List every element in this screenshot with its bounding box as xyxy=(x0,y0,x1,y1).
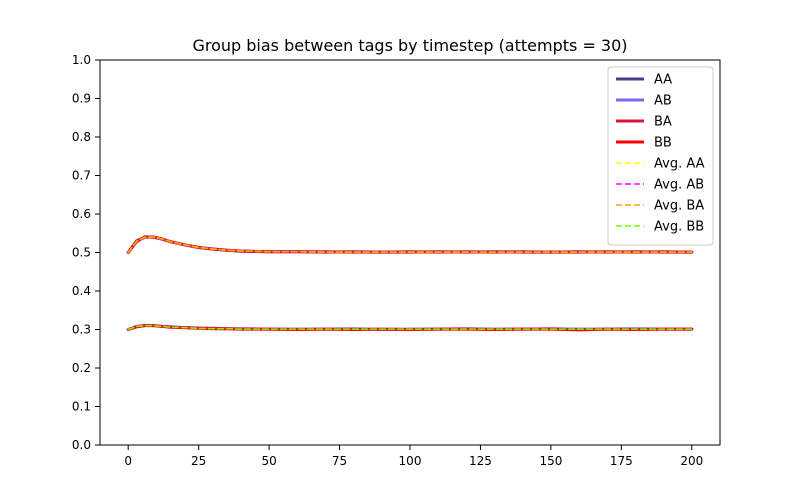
legend-box xyxy=(607,66,714,246)
legend-label: AA xyxy=(654,73,672,88)
y-tick-label: 0.3 xyxy=(72,323,91,337)
legend-label: Avg. AA xyxy=(654,157,705,172)
y-tick-label: 0.6 xyxy=(72,207,91,221)
x-tick-label: 75 xyxy=(332,454,347,468)
legend-label: Avg. AB xyxy=(654,178,704,193)
x-tick-label: 50 xyxy=(261,454,276,468)
x-tick-label: 175 xyxy=(610,454,633,468)
y-tick-label: 1.0 xyxy=(72,53,91,67)
y-tick-label: 0.0 xyxy=(72,438,91,452)
legend: AA AB BA BB Avg. AA Avg. AB Avg. BA Avg. BB xyxy=(607,66,714,246)
y-tick-label: 0.5 xyxy=(72,246,91,260)
series-layer xyxy=(126,235,694,332)
legend-label: AB xyxy=(654,94,672,109)
x-tick-label: 0 xyxy=(124,454,132,468)
series-line-avg-bb xyxy=(127,324,693,331)
series-line-avg-ba xyxy=(127,236,693,254)
x-tick-label: 100 xyxy=(399,454,422,468)
y-tick-label: 0.4 xyxy=(72,284,91,298)
y-tick-label: 0.7 xyxy=(72,169,91,183)
legend-label: BB xyxy=(654,136,672,151)
chart-title: Group bias between tags by timestep (att… xyxy=(192,36,627,55)
x-tick-label: 150 xyxy=(539,454,562,468)
y-tick-label: 0.2 xyxy=(72,361,91,375)
x-tick-label: 125 xyxy=(469,454,492,468)
legend-label: BA xyxy=(654,115,672,130)
y-tick-label: 0.1 xyxy=(72,400,91,414)
axes-layer: 0 25 50 75 100 125 150 175 200 0.0 0.1 0.2 0.3 0.4 0.5… xyxy=(72,53,721,468)
legend-label: Avg. BB xyxy=(654,220,704,235)
x-tick-label: 200 xyxy=(680,454,703,468)
x-tick-label: 25 xyxy=(191,454,206,468)
y-tick-label: 0.8 xyxy=(72,130,91,144)
y-tick-label: 0.9 xyxy=(72,92,91,106)
legend-label: Avg. BA xyxy=(654,199,704,214)
